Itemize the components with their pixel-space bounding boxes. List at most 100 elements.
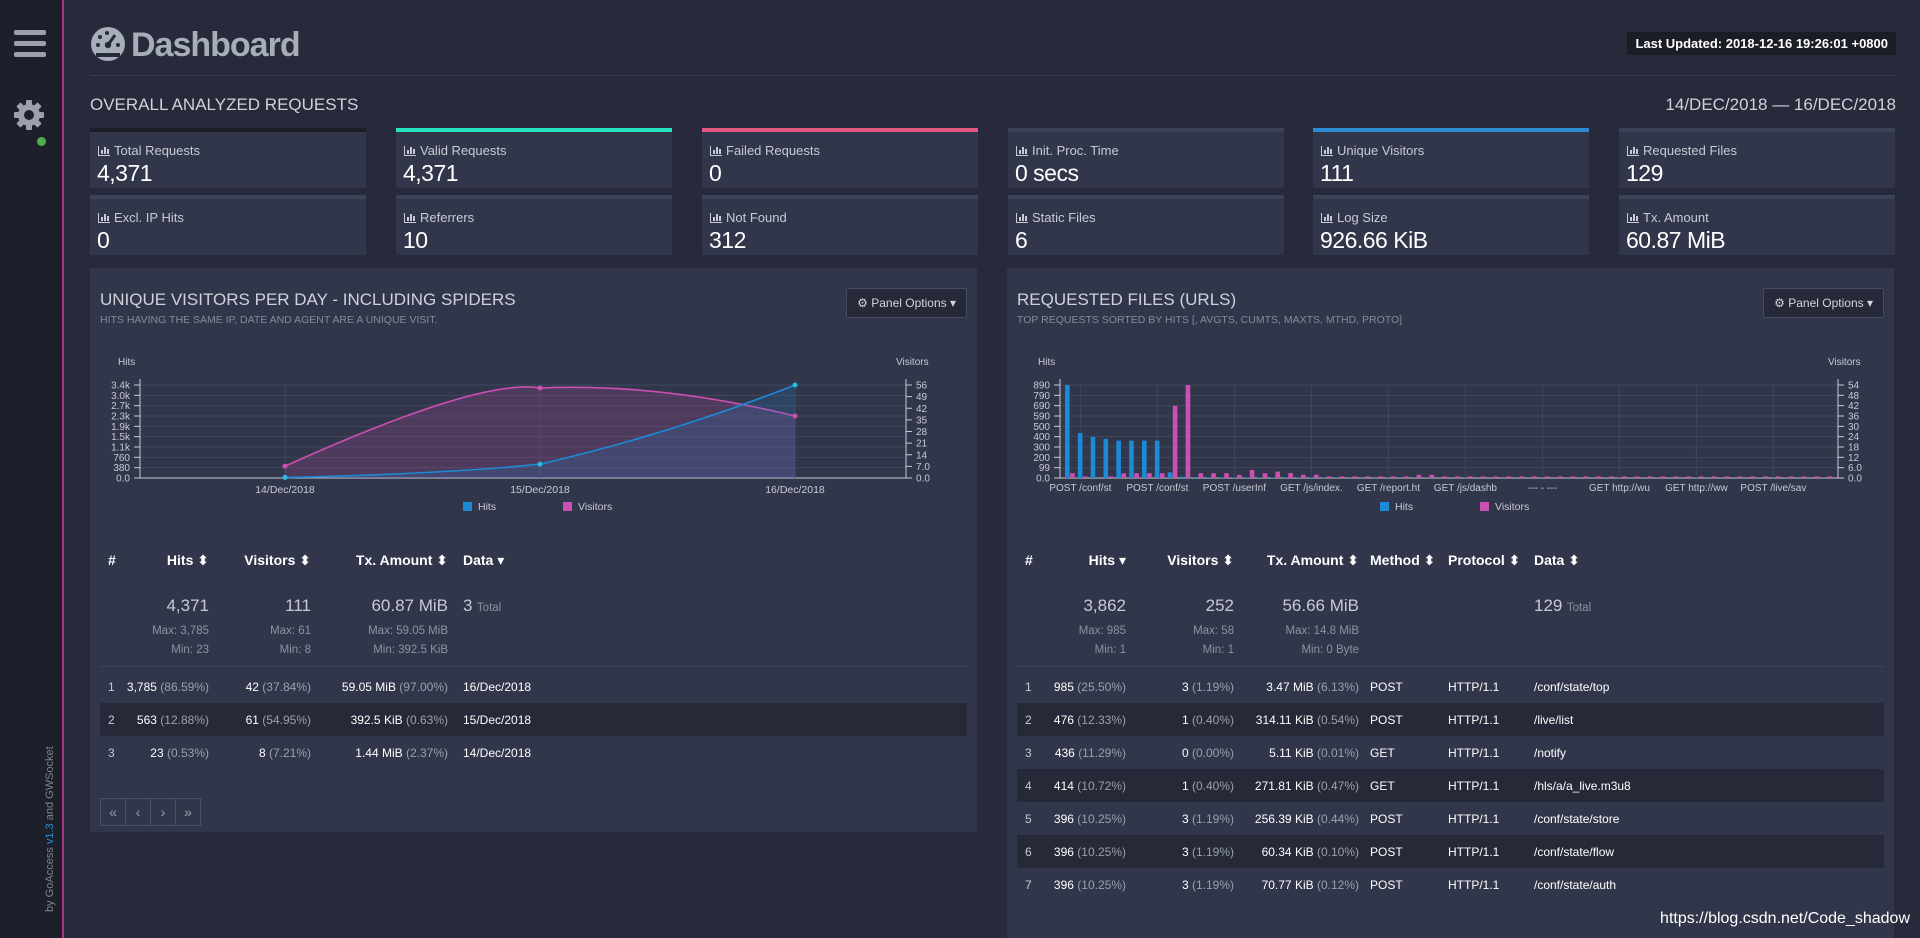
table-row[interactable]: 2 563 (12.88%) 61 (54.95%) 392.5 KiB (0.63%… (100, 703, 967, 736)
pager-first-button[interactable]: « (100, 798, 126, 826)
bar-chart-icon (710, 146, 722, 156)
col-header-visitors[interactable]: Visitors ⬍ (1167, 552, 1234, 568)
visitors-bar (1801, 476, 1807, 478)
card-static-files: Static Files 6 (1008, 195, 1284, 255)
x-tick-label: 16/Dec/2018 (765, 484, 825, 496)
y2-axis-label: Visitors (1828, 357, 1861, 368)
visitors-bar (1827, 476, 1832, 478)
cell-vis-percent: (0.40%) (1191, 779, 1234, 793)
visitors-bar (1519, 476, 1524, 478)
cell-vis: 3 (1.19%) (1182, 845, 1234, 859)
table-row[interactable]: 6 396 (10.25%) 3 (1.19%) 60.34 KiB (0.10%) P… (1017, 835, 1884, 868)
credit-version: v1.3 (44, 823, 56, 848)
col-header-index[interactable]: # (1025, 552, 1033, 568)
summary-tx: 56.66 MiB Max: 14.8 MiB Min: 0 Byte (1282, 596, 1359, 660)
bar-chart-icon (1321, 146, 1333, 156)
card-value: 0 (97, 227, 110, 253)
x-tick-label: --- - --- (1528, 483, 1557, 494)
cell-vis-percent: (54.95%) (262, 713, 311, 727)
summary-visitors-max: Max: 61 (270, 625, 311, 637)
cell-idx: 2 (108, 713, 115, 727)
cell-method: POST (1370, 680, 1403, 694)
cell-proto: HTTP/1.1 (1448, 680, 1500, 694)
card-label: Tx. Amount (1627, 210, 1709, 225)
visitors-bar (1224, 473, 1229, 478)
visitors-bar (1763, 476, 1768, 478)
pager-last-button[interactable]: » (175, 798, 201, 826)
summary-visitors-max: Max: 58 (1193, 625, 1234, 637)
visitors-bar (1211, 473, 1216, 478)
bar-chart-icon (98, 213, 110, 223)
col-header-tx-amount[interactable]: Tx. Amount ⬍ (355, 552, 448, 568)
table-row[interactable]: 7 396 (10.25%) 3 (1.19%) 70.77 KiB (0.12%) P… (1017, 868, 1884, 901)
credit-app-link[interactable]: GoAccess (44, 847, 56, 898)
col-header-hits[interactable]: Hits ⬍ (166, 552, 209, 568)
table-row[interactable]: 1 3,785 (86.59%) 42 (37.84%) 59.05 MiB (97.… (100, 670, 967, 703)
hits-bar (1206, 477, 1211, 478)
visitors-bar (1596, 476, 1601, 478)
col-header-tx-amount[interactable]: Tx. Amount ⬍ (1266, 552, 1359, 568)
files-panel-options-button[interactable]: ⚙ Panel Options ▾ (1763, 288, 1884, 318)
table-row[interactable]: 4 414 (10.72%) 1 (0.40%) 271.81 KiB (0.47%)… (1017, 769, 1884, 802)
col-header-visitors[interactable]: Visitors ⬍ (244, 552, 311, 568)
card-label: Valid Requests (404, 143, 506, 158)
cell-tx-value: 1.44 MiB (355, 746, 403, 760)
gear-icon[interactable] (12, 98, 46, 132)
cell-hits: 563 (12.88%) (137, 713, 209, 727)
cell-tx: 59.05 MiB (97.00%) (342, 680, 448, 694)
cell-vis-percent: (0.40%) (1191, 713, 1234, 727)
cell-vis-value: 1 (1181, 779, 1189, 793)
y-tick-label: 790 (1033, 391, 1050, 402)
table-row[interactable]: 3 436 (11.29%) 0 (0.00%) 5.11 KiB (0.01%) GE… (1017, 736, 1884, 769)
col-header-data[interactable]: Data ⬍ (1534, 552, 1580, 568)
cell-tx-percent: (2.37%) (405, 746, 448, 760)
credit-text: by GoAccess v1.3 and GWSocket (44, 746, 56, 912)
pager-next-button[interactable]: › (150, 798, 176, 826)
y-tick-label: 760 (113, 453, 130, 464)
cell-hits-percent: (12.33%) (1077, 713, 1126, 727)
table-row[interactable]: 1 985 (25.50%) 3 (1.19%) 3.47 MiB (6.13%) PO… (1017, 670, 1884, 703)
credit-socket-link[interactable]: GWSocket (44, 746, 56, 799)
y-tick-label: 3.0k (111, 391, 131, 402)
card-not-found: Not Found 312 (702, 195, 978, 255)
y-tick-label: 99 (1039, 463, 1051, 474)
cell-hits-value: 396 (1053, 812, 1074, 826)
card-label: Log Size (1321, 210, 1388, 225)
cell-tx-percent: (97.00%) (399, 680, 448, 694)
visitors-panel-options-button[interactable]: ⚙ Panel Options ▾ (846, 288, 967, 318)
cell-data: /hls/a/a_live.m3u8 (1534, 779, 1631, 793)
table-row[interactable]: 2 476 (12.33%) 1 (0.40%) 314.11 KiB (0.54%)… (1017, 703, 1884, 736)
card-valid-requests: Valid Requests 4,371 (396, 128, 672, 188)
cell-method: POST (1370, 713, 1403, 727)
x-tick-label: POST /conf/st (1049, 483, 1111, 494)
cell-vis-value: 8 (258, 746, 266, 760)
cell-vis-value: 3 (1181, 845, 1189, 859)
y2-tick-label: 12 (1848, 453, 1860, 464)
table-row[interactable]: 3 23 (0.53%) 8 (7.21%) 1.44 MiB (2.37%) 14/D… (100, 736, 967, 769)
watermark-url: https://blog.csdn.net/Code_shadow (1660, 910, 1910, 927)
visitors-point (792, 413, 798, 419)
visitors-panel-title: UNIQUE VISITORS PER DAY - INCLUDING SPID… (100, 290, 516, 309)
visitors-bar (1365, 476, 1370, 478)
visitors-pager: « ‹ › » (100, 798, 201, 826)
summary-data: 3 Total (463, 596, 501, 616)
card-init-proc-time: Init. Proc. Time 0 secs (1008, 128, 1284, 188)
y2-tick-label: 7.0 (916, 462, 930, 473)
col-header-method[interactable]: Method ⬍ (1370, 552, 1436, 568)
visitors-bar (1275, 471, 1281, 478)
bar-chart-icon (404, 213, 416, 223)
col-header-data[interactable]: Data ▾ (463, 552, 505, 568)
cell-method: GET (1370, 746, 1395, 760)
cell-vis: 42 (37.84%) (246, 680, 311, 694)
pager-prev-button[interactable]: ‹ (125, 798, 151, 826)
hamburger-menu-icon[interactable] (14, 30, 46, 58)
col-header-protocol[interactable]: Protocol ⬍ (1448, 552, 1521, 568)
x-tick-label: GET /report.ht (1357, 483, 1420, 494)
col-header-index[interactable]: # (108, 552, 116, 568)
y2-tick-label: 18 (1848, 443, 1860, 454)
summary-hits-min: Min: 23 (171, 644, 209, 656)
col-header-hits[interactable]: Hits ▾ (1088, 552, 1126, 568)
table-row[interactable]: 5 396 (10.25%) 3 (1.19%) 256.39 KiB (0.44%)… (1017, 802, 1884, 835)
y2-tick-label: 24 (1848, 432, 1860, 443)
header: Dashboard Last Updated: 2018-12-16 19:26… (90, 24, 1896, 76)
